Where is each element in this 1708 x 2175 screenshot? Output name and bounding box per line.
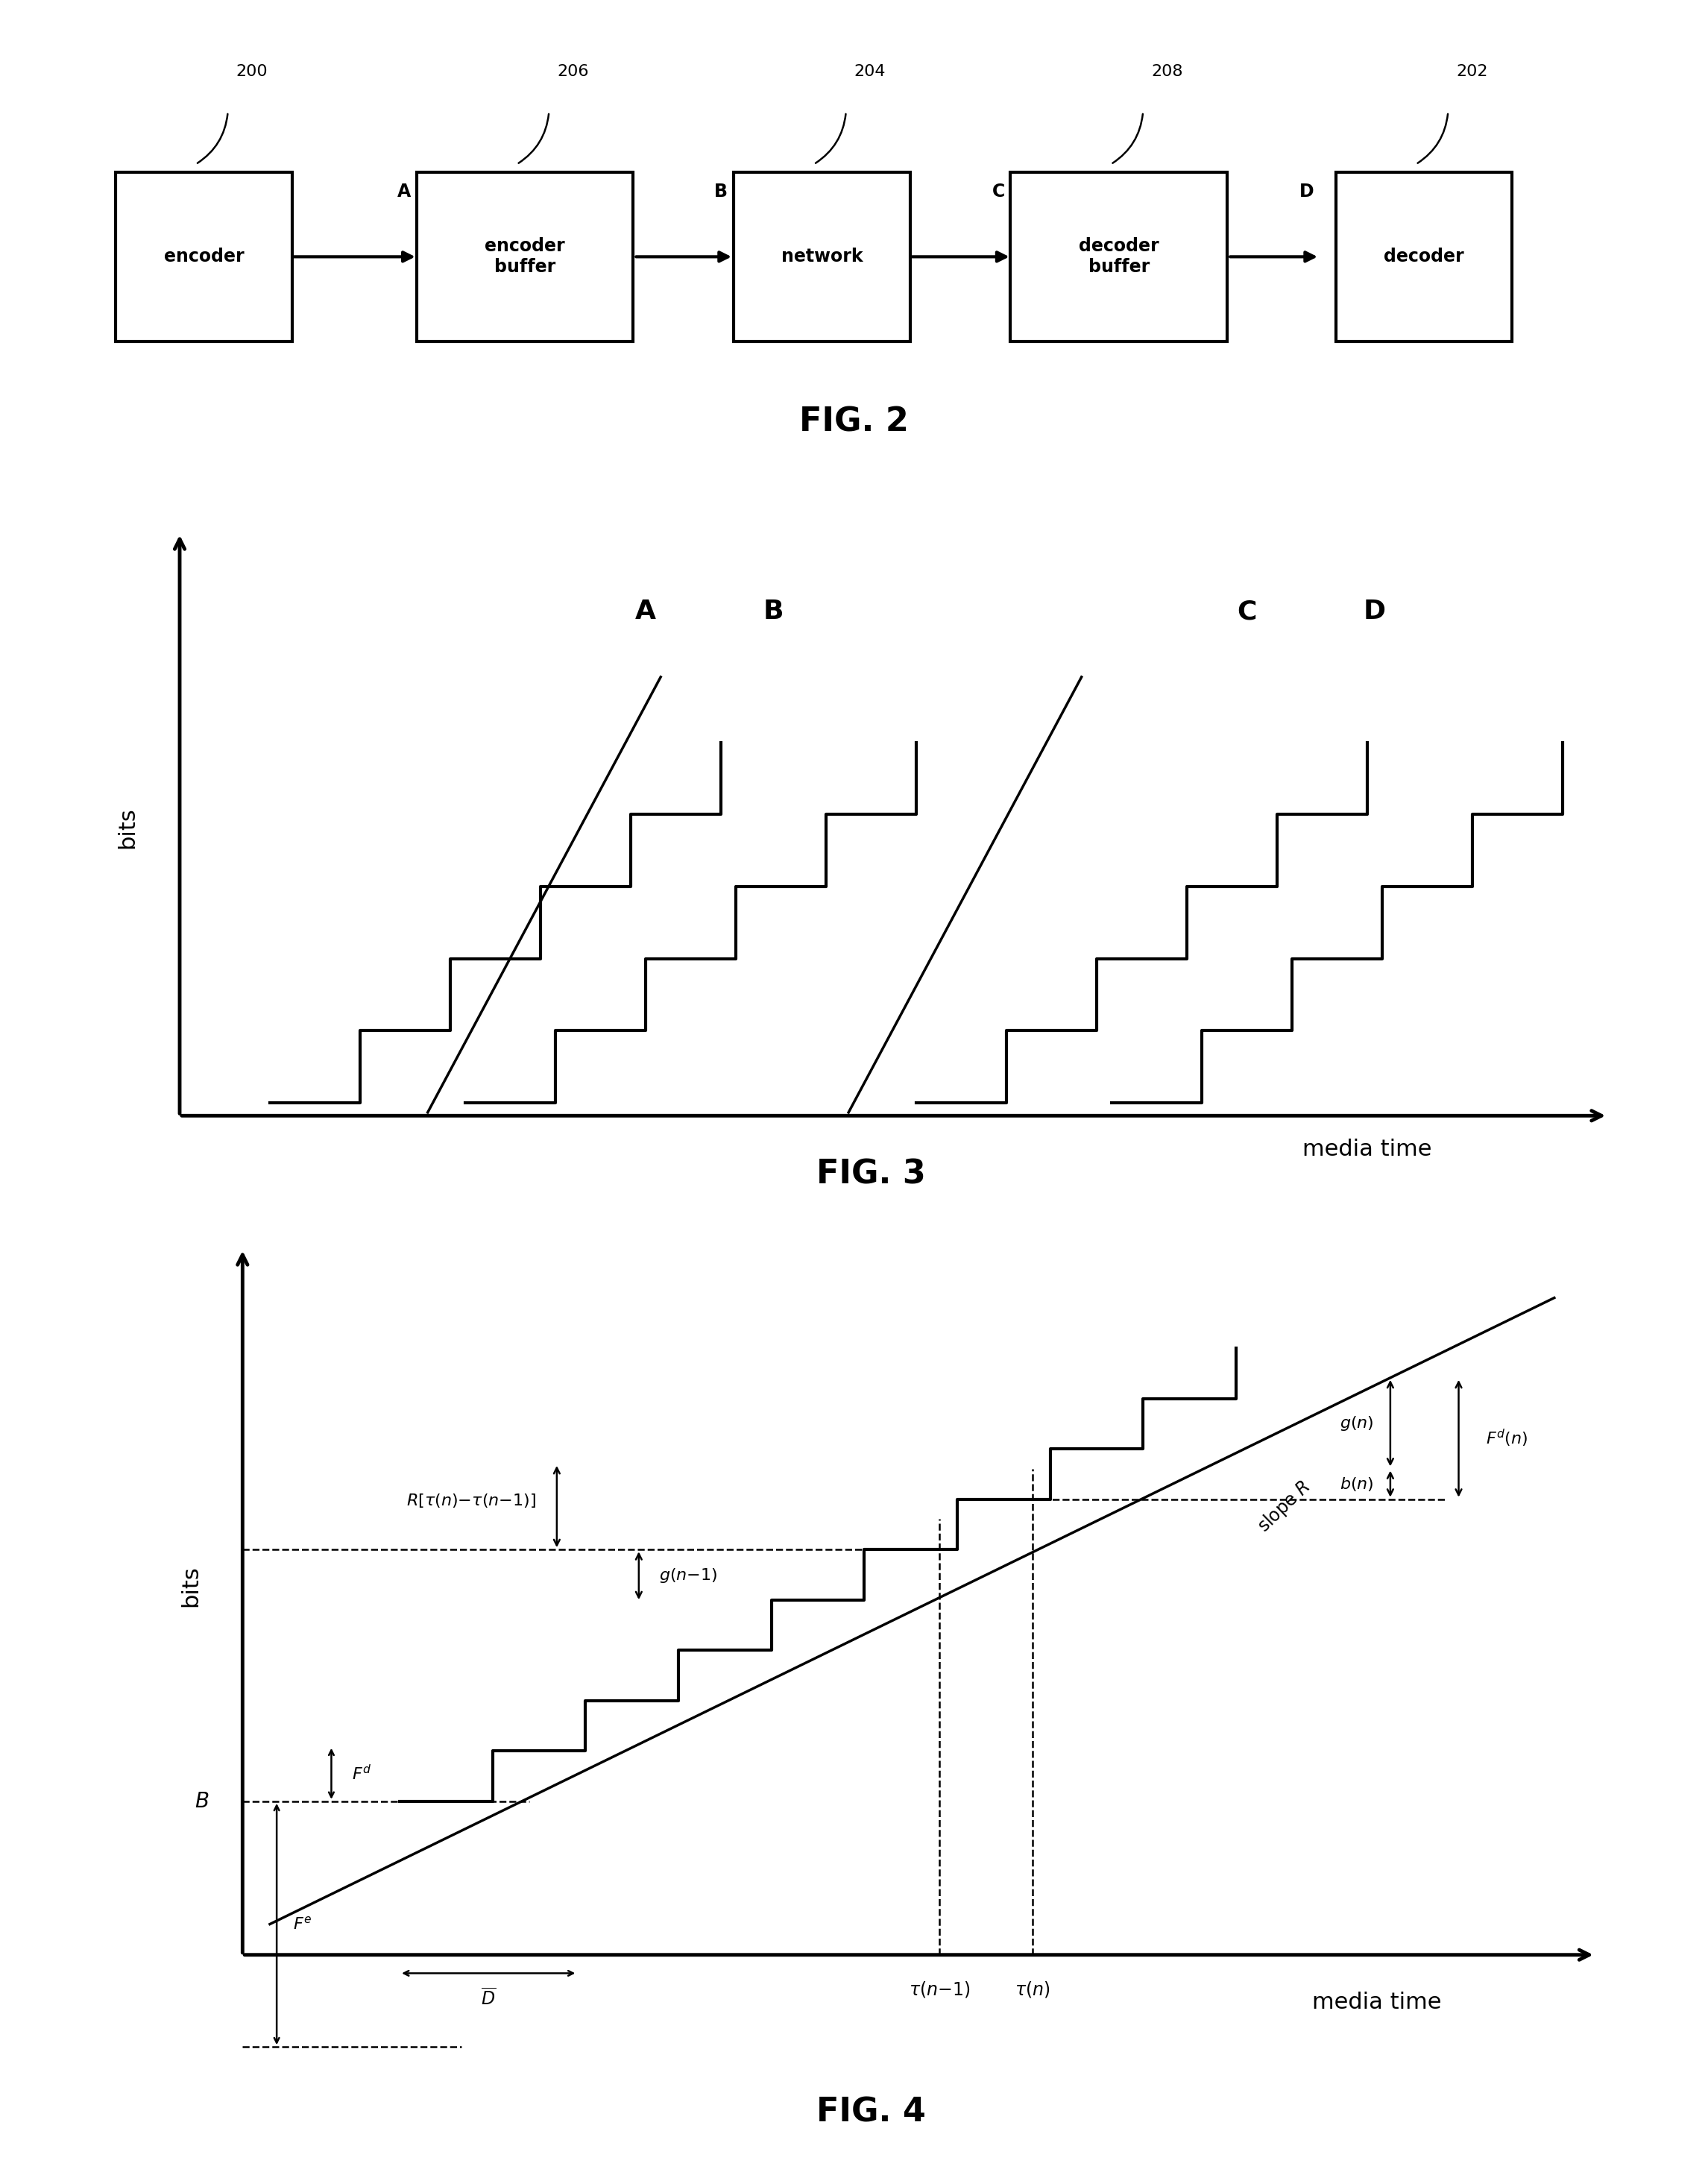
Text: bits: bits	[116, 807, 138, 848]
Text: $F^d$: $F^d$	[352, 1764, 371, 1784]
Text: slope $R$: slope $R$	[1254, 1477, 1315, 1536]
Text: media time: media time	[1303, 1138, 1431, 1159]
Text: FIG. 2: FIG. 2	[799, 407, 909, 437]
Text: 202: 202	[1455, 65, 1488, 78]
Text: $g(n{-}1)$: $g(n{-}1)$	[659, 1566, 717, 1586]
Text: $R[\tau(n){-}\tau(n{-}1)]$: $R[\tau(n){-}\tau(n{-}1)]$	[407, 1492, 536, 1509]
Text: C: C	[992, 183, 1004, 200]
Text: $\tau(n)$: $\tau(n)$	[1015, 1979, 1050, 1999]
Text: 200: 200	[236, 65, 268, 78]
Text: $b(n)$: $b(n)$	[1339, 1475, 1373, 1492]
Text: 206: 206	[557, 65, 589, 78]
Bar	[417, 172, 634, 341]
Bar	[1011, 172, 1228, 341]
Text: D: D	[1363, 598, 1385, 624]
Text: C: C	[1237, 598, 1257, 624]
Text: A: A	[635, 598, 656, 624]
Text: $B$: $B$	[195, 1790, 208, 1812]
Text: 204: 204	[854, 65, 886, 78]
Text: B: B	[763, 598, 784, 624]
Bar	[1336, 172, 1512, 341]
Text: decoder: decoder	[1383, 248, 1464, 265]
Text: decoder
buffer: decoder buffer	[1079, 237, 1160, 276]
Bar	[734, 172, 910, 341]
Text: B: B	[714, 183, 728, 200]
Text: A: A	[398, 183, 412, 200]
Text: $g(n)$: $g(n)$	[1339, 1414, 1373, 1431]
Text: FIG. 4: FIG. 4	[816, 2097, 926, 2127]
Text: bits: bits	[179, 1566, 202, 1607]
Text: $\overline{D}$: $\overline{D}$	[482, 1988, 495, 2010]
Text: network: network	[781, 248, 863, 265]
Bar	[116, 172, 292, 341]
Text: $\tau(n{-}1)$: $\tau(n{-}1)$	[909, 1979, 970, 1999]
Text: D: D	[1300, 183, 1313, 200]
Text: media time: media time	[1312, 1992, 1442, 2014]
Text: $F^d(n)$: $F^d(n)$	[1486, 1429, 1529, 1449]
Text: 208: 208	[1151, 65, 1182, 78]
Text: $F^e$: $F^e$	[294, 1916, 313, 1931]
Text: FIG. 3: FIG. 3	[816, 1159, 926, 1190]
Text: encoder: encoder	[164, 248, 244, 265]
Text: encoder
buffer: encoder buffer	[485, 237, 565, 276]
